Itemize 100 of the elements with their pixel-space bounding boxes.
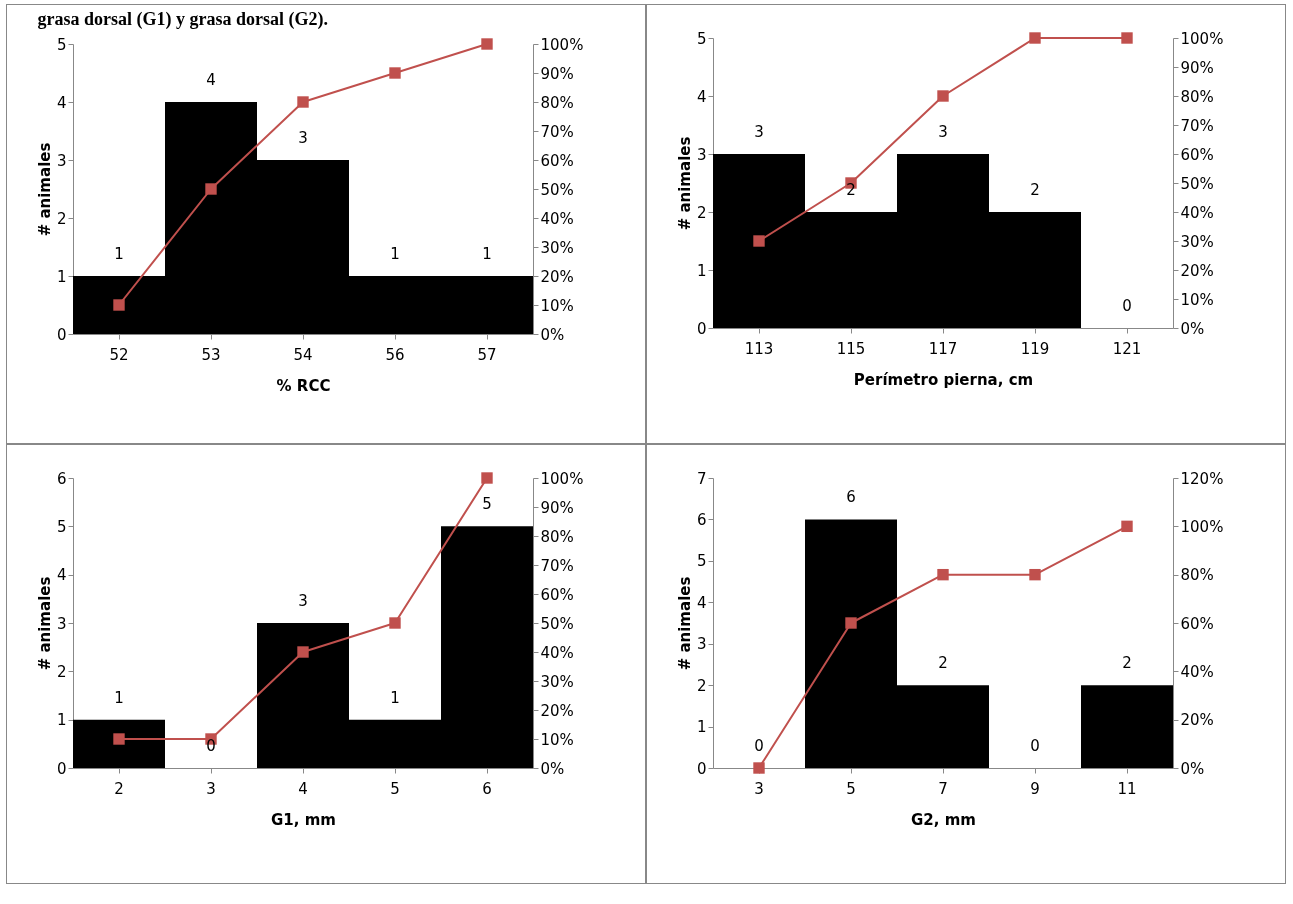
y2-tick-label: 70%	[540, 556, 574, 575]
data-label: 0	[1030, 737, 1040, 755]
x-tick-label: 11	[1117, 779, 1137, 798]
y2-tick-label: 0%	[540, 759, 565, 778]
point	[937, 568, 949, 581]
data-label: 3	[938, 123, 948, 141]
x-tick-label: 5	[390, 779, 400, 798]
y2-tick-label: 50%	[540, 614, 574, 633]
data-label: 3	[298, 592, 308, 610]
x-tick-label: 53	[201, 345, 221, 364]
data-label: 3	[298, 129, 308, 147]
data-label: 3	[754, 123, 764, 141]
y2-tick-label: 30%	[1180, 232, 1214, 251]
data-label: 0	[754, 737, 764, 755]
y-tick-label: 6	[696, 510, 707, 529]
y2-tick-label: 50%	[1180, 174, 1214, 193]
y2-tick-label: 100%	[540, 35, 584, 54]
point	[1121, 520, 1133, 533]
y2-tick-label: 20%	[1180, 711, 1214, 730]
point	[389, 67, 401, 79]
y-axis-title: # animales	[675, 136, 694, 231]
y2-tick-label: 100%	[1180, 29, 1224, 48]
y2-tick-label: 100%	[540, 469, 584, 488]
point	[1029, 568, 1041, 581]
y2-tick-label: 90%	[540, 498, 574, 517]
point	[113, 299, 125, 311]
y-tick-label: 6	[56, 469, 67, 488]
y-tick-label: 0	[56, 325, 67, 344]
y2-tick-label: 60%	[1180, 614, 1214, 633]
y-tick-label: 0	[696, 759, 707, 778]
y-tick-label: 4	[696, 87, 707, 106]
x-tick-label: 54	[293, 345, 313, 364]
y-axis-title: # animales	[35, 142, 54, 237]
y2-tick-label: 80%	[540, 527, 574, 546]
y2-tick-label: 20%	[1180, 261, 1214, 280]
y-tick-label: 0	[56, 759, 67, 778]
y-axis-title: # animales	[675, 576, 694, 671]
y-tick-label: 2	[56, 662, 67, 681]
point	[297, 96, 309, 108]
y-tick-label: 3	[696, 635, 707, 654]
point	[1029, 32, 1041, 44]
y2-tick-label: 50%	[540, 180, 574, 199]
y2-tick-label: 60%	[1180, 145, 1214, 164]
y-tick-label: 4	[696, 593, 707, 612]
y2-tick-label: 30%	[540, 238, 574, 257]
y2-tick-label: 80%	[1180, 566, 1214, 585]
y2-tick-label: 90%	[540, 64, 574, 83]
data-label: 1	[390, 688, 400, 707]
x-tick-label: 115	[836, 339, 866, 358]
y2-tick-label: 120%	[1180, 469, 1224, 488]
x-tick-label: 5	[846, 779, 856, 798]
y-tick-label: 5	[696, 29, 707, 48]
y-tick-label: 3	[56, 151, 67, 170]
data-label: 2	[938, 654, 948, 673]
y-tick-label: 1	[696, 261, 707, 280]
data-label: 2	[1030, 181, 1040, 199]
x-tick-label: 121	[1112, 339, 1142, 358]
point	[937, 90, 949, 102]
y-tick-label: 1	[56, 711, 67, 730]
x-axis-title: G2, mm	[911, 810, 976, 829]
y-tick-label: 1	[696, 718, 707, 737]
y2-tick-label: 0%	[540, 325, 565, 344]
y2-tick-label: 30%	[540, 672, 574, 691]
x-tick-label: 56	[385, 345, 405, 364]
y2-tick-label: 40%	[540, 643, 574, 662]
y-tick-label: 2	[696, 676, 707, 695]
point	[753, 235, 765, 247]
x-tick-label: 3	[206, 779, 216, 798]
y-tick-label: 5	[696, 552, 707, 571]
y2-tick-label: 80%	[1180, 87, 1214, 106]
y-tick-label: 4	[56, 93, 67, 112]
y-tick-label: 5	[56, 35, 67, 54]
y2-tick-label: 60%	[540, 151, 574, 170]
x-tick-label: 52	[109, 345, 129, 364]
y2-tick-label: 0%	[1180, 319, 1205, 338]
x-tick-label: 6	[482, 779, 492, 798]
data-label: 5	[482, 495, 492, 514]
y2-tick-label: 100%	[1180, 517, 1224, 536]
y2-tick-label: 20%	[540, 701, 574, 720]
x-tick-label: 57	[477, 345, 497, 364]
point	[481, 38, 493, 50]
bar	[73, 719, 165, 768]
x-axis-title: Perímetro pierna, cm	[853, 370, 1034, 389]
point	[481, 472, 493, 484]
x-tick-label: 3	[754, 779, 764, 798]
y-tick-label: 2	[696, 203, 707, 222]
y-tick-label: 4	[56, 566, 67, 585]
x-tick-label: 7	[938, 779, 948, 798]
point	[205, 183, 217, 195]
x-tick-label: 119	[1020, 339, 1050, 358]
chart-title: grasa dorsal (G1) y grasa dorsal (G2).	[37, 9, 328, 30]
y2-tick-label: 40%	[1180, 662, 1214, 681]
y2-tick-label: 20%	[540, 267, 574, 286]
y-tick-label: 1	[56, 267, 67, 286]
point	[845, 617, 857, 629]
y-tick-label: 2	[56, 209, 67, 228]
y2-tick-label: 10%	[540, 730, 574, 749]
x-axis-title: G1, mm	[271, 810, 336, 829]
x-tick-label: 2	[114, 779, 124, 798]
data-label: 1	[482, 245, 492, 263]
